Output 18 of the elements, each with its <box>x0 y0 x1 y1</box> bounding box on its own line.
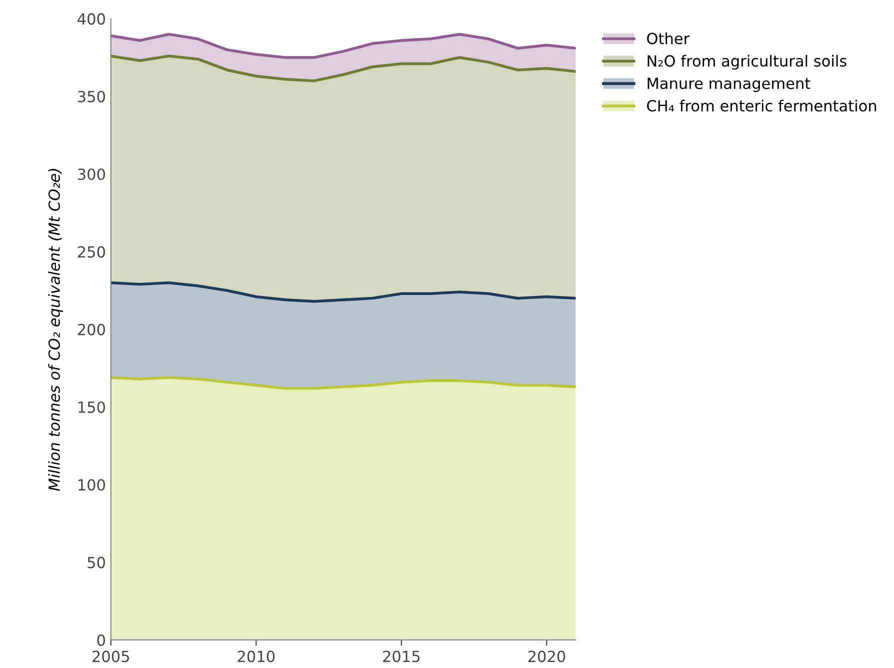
y-tick-label: 200 <box>78 324 105 336</box>
y-axis-title: Million tonnes of CO₂ equivalent (Mt CO₂e) <box>48 168 63 491</box>
y-tick-label: 50 <box>88 556 105 568</box>
y-tick-label: 350 <box>78 90 105 102</box>
legend-label: CH₄ from enteric fermentation <box>647 100 876 112</box>
y-tick-label: 0 <box>97 634 105 646</box>
legend-label: N₂O from agricultural soils <box>648 54 846 70</box>
x-tick-label: 2010 <box>238 650 275 662</box>
legend-label: Other <box>647 32 690 44</box>
y-tick-label: 250 <box>78 246 105 258</box>
y-tick-label: 100 <box>78 479 105 491</box>
x-tick-label: 2015 <box>383 650 420 662</box>
x-tick-label: 2005 <box>92 650 129 662</box>
legend-label: Manure management <box>648 78 810 92</box>
y-tick-label: 150 <box>78 401 105 413</box>
x-tick-label: 2020 <box>528 650 566 662</box>
y-tick-label: 400 <box>78 13 105 25</box>
y-tick-label: 300 <box>78 168 105 180</box>
